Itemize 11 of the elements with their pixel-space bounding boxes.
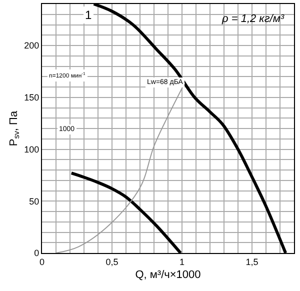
y-tick-label: 50: [29, 196, 40, 206]
y-tick-label: 150: [24, 92, 40, 103]
y-tick-label: 0: [34, 248, 40, 258]
annotation: ρ = 1,2 кг/м³: [221, 13, 284, 25]
x-tick-label: 1,5: [246, 256, 258, 267]
y-tick-label: 200: [24, 40, 40, 51]
annotation: 1: [85, 8, 92, 22]
x-axis-title: Q, м³/ч×1000: [135, 269, 201, 281]
x-tick-label: 0,5: [106, 256, 118, 267]
x-tick-label: 1: [179, 256, 185, 267]
y-tick-label: 100: [24, 144, 40, 154]
